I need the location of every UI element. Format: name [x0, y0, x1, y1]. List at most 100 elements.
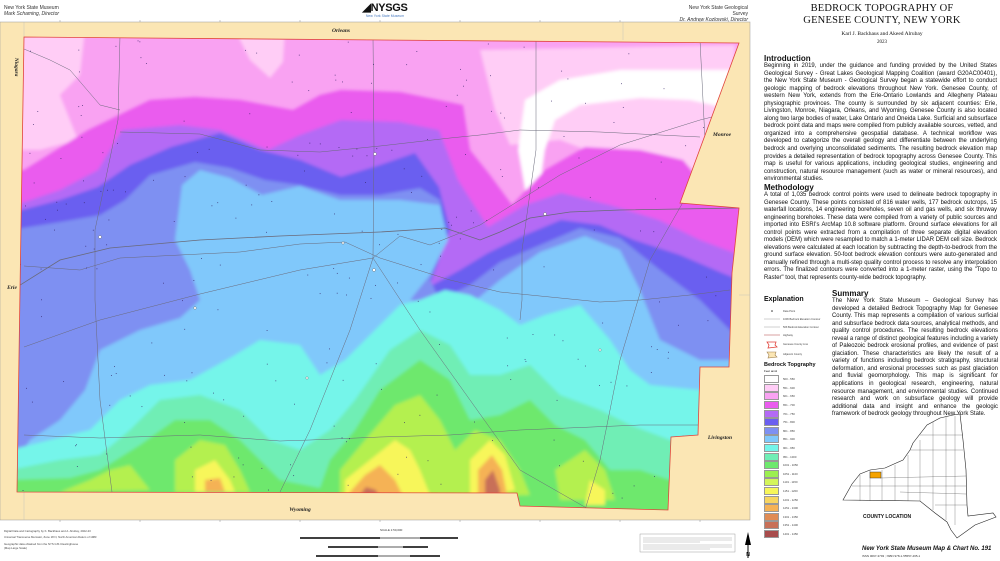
- data-point: [668, 351, 669, 353]
- data-point: [663, 88, 665, 90]
- data-point: [706, 276, 707, 278]
- data-point: [621, 497, 623, 499]
- data-point: [108, 219, 110, 221]
- data-point: [456, 94, 458, 96]
- data-point: [29, 152, 31, 154]
- data-point: [651, 346, 653, 348]
- bedrock-topography-heading: Bedrock Topgraphy: [764, 362, 816, 368]
- county-location-caption: COUNTY LOCATION: [863, 514, 912, 520]
- data-point: [333, 425, 335, 427]
- data-point: [677, 324, 679, 326]
- data-point: [440, 255, 441, 257]
- data-point: [184, 422, 186, 423]
- scale-bars: [300, 537, 458, 557]
- data-point: [556, 399, 558, 401]
- data-point: [40, 268, 42, 270]
- data-point: [349, 438, 350, 440]
- genesee-location-highlight: [869, 471, 882, 479]
- data-point: [217, 309, 219, 311]
- elevation-swatch: [764, 375, 779, 384]
- legend-item-label: Adjacent County: [783, 352, 803, 356]
- legend-road-icon: [764, 332, 780, 338]
- data-point: [308, 90, 310, 92]
- elevation-range-label: 500 - 550: [783, 377, 795, 382]
- data-point: [266, 146, 268, 148]
- data-point: [334, 213, 335, 215]
- data-point: [45, 218, 46, 220]
- elevation-range-label: 1401 - 1450: [783, 531, 798, 536]
- data-point: [532, 334, 534, 335]
- data-point: [593, 229, 595, 231]
- data-point: [197, 152, 198, 154]
- data-point: [249, 113, 251, 115]
- town-markers: [98, 152, 602, 380]
- data-point: [654, 476, 655, 477]
- data-point: [391, 149, 393, 151]
- elevation-swatch: [764, 401, 779, 410]
- data-point: [486, 220, 488, 221]
- data-point: [329, 348, 330, 350]
- summary-section: Summary The New York State Museum – Geol…: [832, 289, 998, 419]
- data-point: [96, 268, 98, 270]
- data-point: [487, 43, 489, 45]
- data-point: [397, 282, 398, 284]
- label-niagara: Niagara: [13, 57, 19, 77]
- elevation-swatch: [764, 521, 779, 530]
- data-point: [336, 272, 338, 274]
- data-point: [538, 187, 539, 189]
- data-point: [707, 320, 709, 322]
- data-point: [319, 293, 321, 295]
- data-point: [715, 295, 717, 297]
- data-point: [439, 344, 441, 345]
- data-point: [137, 40, 139, 42]
- data-point: [429, 311, 431, 313]
- data-point: [65, 203, 67, 205]
- data-point: [266, 231, 267, 233]
- data-point: [375, 363, 377, 365]
- data-point: [506, 337, 508, 339]
- elevation-swatch: [764, 444, 779, 453]
- elevation-range-label: 1201 - 1250: [783, 497, 798, 502]
- data-point: [201, 258, 202, 259]
- elevation-class: 951 - 1000: [764, 452, 830, 461]
- data-point: [599, 385, 600, 386]
- data-point: [685, 145, 687, 147]
- elevation-class: 851 - 900: [764, 435, 830, 444]
- data-point: [612, 492, 614, 494]
- data-point: [85, 245, 87, 247]
- map-series-number: New York State Museum Map & Chart No. 19…: [862, 546, 992, 552]
- data-point: [525, 360, 527, 362]
- data-point: [656, 349, 658, 351]
- data-point: [559, 465, 560, 467]
- data-point: [304, 170, 305, 172]
- data-point: [190, 446, 192, 448]
- data-point: [76, 466, 78, 467]
- data-point: [403, 168, 405, 170]
- data-point: [436, 394, 438, 396]
- label-orleans: Orleans: [332, 28, 350, 34]
- elevation-swatch: [764, 426, 779, 435]
- units-label: Feet amsl: [764, 369, 778, 373]
- nysgs-logo: ◢NYSGS New York State Museum: [350, 1, 420, 18]
- legend-dot-icon: [764, 308, 780, 314]
- data-point: [347, 41, 349, 43]
- elevation-range-label: 851 - 900: [783, 437, 795, 442]
- data-point: [448, 221, 450, 223]
- data-point: [342, 379, 344, 381]
- data-point: [406, 456, 407, 458]
- data-point: [633, 485, 635, 487]
- page-title-line2: GENESEE COUNTY, NEW YORK: [803, 15, 961, 26]
- elevation-class: 601 - 650: [764, 392, 830, 401]
- credit-data-source: Geographic data obtained from the NYS GI…: [4, 542, 79, 546]
- data-point: [584, 365, 586, 367]
- data-point: [659, 301, 661, 303]
- legend-item-label: Data Point: [783, 309, 796, 313]
- elevation-range-label: 1251 - 1300: [783, 506, 798, 511]
- data-point: [610, 381, 612, 383]
- bedrock-topography-map[interactable]: Orleans Niagara Monroe Erie Livingston W…: [0, 0, 760, 561]
- data-point: [78, 49, 80, 51]
- elevation-class: 651 - 700: [764, 401, 830, 410]
- data-point: [445, 105, 447, 107]
- data-point: [421, 175, 423, 177]
- data-point: [92, 229, 94, 231]
